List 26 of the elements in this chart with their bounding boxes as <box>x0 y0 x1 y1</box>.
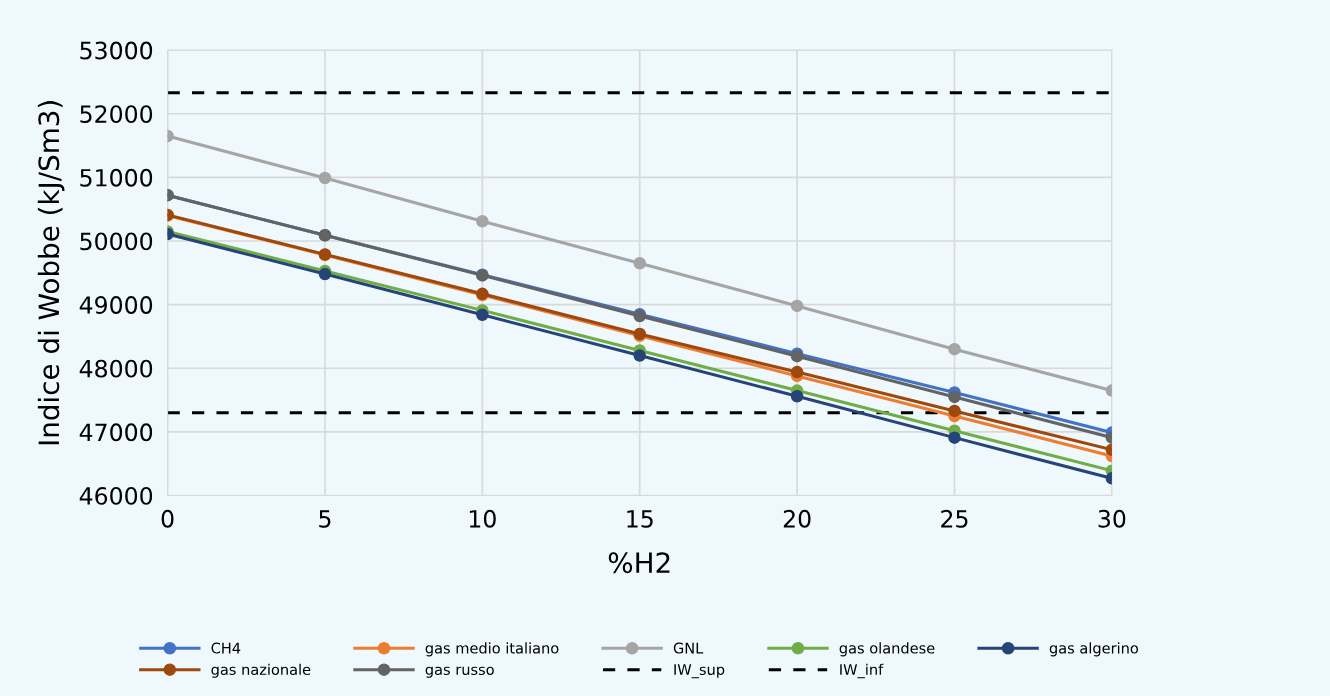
x-tick-label: 0 <box>161 509 174 528</box>
legend-label: gas olandese <box>839 642 935 657</box>
y-tick-label: 52000 <box>80 105 153 124</box>
x-tick-label: 25 <box>941 509 968 528</box>
x-tick-label: 20 <box>783 509 811 528</box>
y-tick-label: 50000 <box>80 232 153 251</box>
x-axis-title: %H2 <box>608 552 670 574</box>
y-tick-label: 46000 <box>79 487 153 505</box>
legend-label: CH4 <box>211 642 241 654</box>
x-tick-label: 15 <box>627 510 653 528</box>
legend-label: GNL <box>673 642 704 654</box>
y-tick-label: 48000 <box>79 359 153 378</box>
x-tick-label: 30 <box>1098 509 1126 528</box>
y-tick-label: 51000 <box>80 168 153 187</box>
legend-label: gas russo <box>425 666 494 678</box>
y-tick-label: 47000 <box>79 423 153 442</box>
y-tick-label: 49000 <box>79 296 153 314</box>
legend-label: IW_inf <box>840 663 884 679</box>
y-tick-label: 53000 <box>80 41 153 60</box>
x-tick-label: 10 <box>469 509 496 528</box>
x-tick-label: 5 <box>319 510 331 528</box>
legend-label: gas medio italiano <box>425 642 559 657</box>
legend-label: gas algerino <box>1049 642 1139 657</box>
legend-label: IW_sup <box>674 664 725 679</box>
legend-label: gas nazionale <box>211 663 311 678</box>
y-axis-title: Indice di Wobbe (kJ/Sm3) <box>37 101 65 445</box>
